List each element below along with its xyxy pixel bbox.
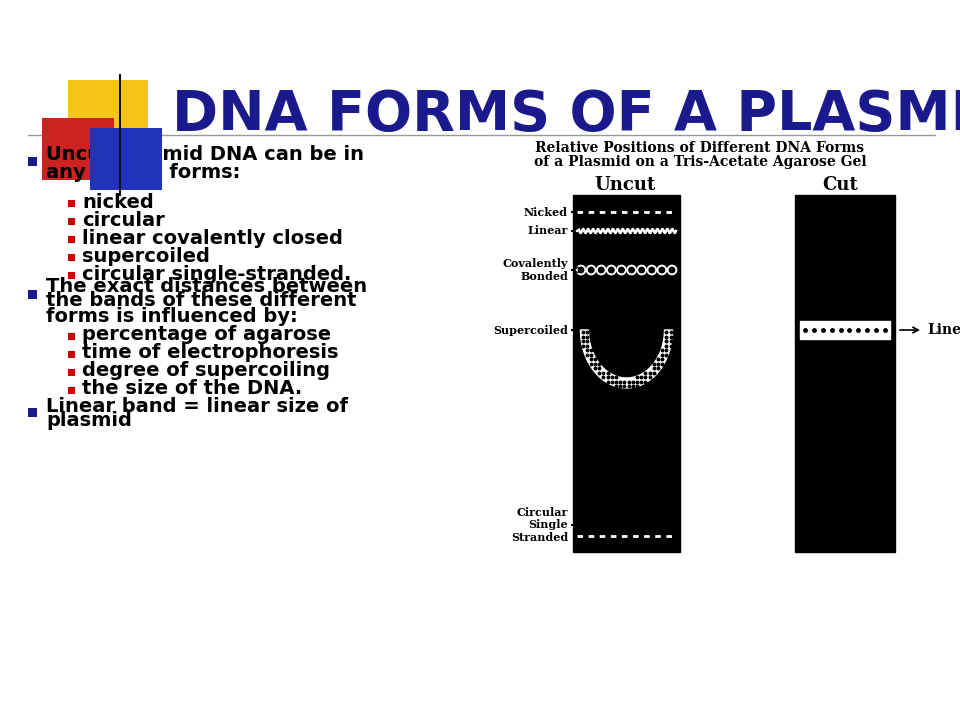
Text: linear covalently closed: linear covalently closed	[82, 228, 343, 248]
Ellipse shape	[587, 266, 595, 274]
Bar	[800, 321, 890, 339]
Bar	[68, 80, 148, 150]
Bar	[68, 351, 75, 358]
Ellipse shape	[617, 266, 626, 274]
Ellipse shape	[647, 266, 657, 274]
Text: time of electrophoresis: time of electrophoresis	[82, 343, 339, 362]
Ellipse shape	[648, 266, 656, 274]
Bar	[42, 118, 114, 180]
Ellipse shape	[667, 266, 677, 274]
Ellipse shape	[627, 266, 636, 274]
Text: Nicked: Nicked	[524, 207, 568, 217]
Ellipse shape	[617, 266, 626, 274]
Ellipse shape	[597, 266, 605, 274]
Text: DNA FORMS OF A PLASMID: DNA FORMS OF A PLASMID	[172, 88, 960, 142]
Text: Supercoiled: Supercoiled	[493, 325, 568, 336]
Ellipse shape	[658, 266, 666, 274]
Ellipse shape	[597, 266, 606, 274]
Bar	[90, 128, 162, 190]
Bar	[68, 235, 75, 243]
Text: Covalently
Bonded: Covalently Bonded	[502, 258, 568, 282]
Bar	[28, 156, 37, 166]
Text: the bands of these different: the bands of these different	[46, 292, 356, 310]
Text: degree of supercoiling: degree of supercoiling	[82, 361, 330, 380]
Text: percentage of agarose: percentage of agarose	[82, 325, 331, 344]
Bar	[68, 369, 75, 376]
Bar	[573, 195, 680, 552]
Ellipse shape	[588, 266, 595, 274]
Text: forms is influenced by:: forms is influenced by:	[46, 307, 298, 325]
Text: circular single-stranded.: circular single-stranded.	[82, 264, 351, 284]
Ellipse shape	[608, 266, 615, 274]
Text: Cut: Cut	[822, 176, 858, 194]
Text: the size of the DNA.: the size of the DNA.	[82, 379, 302, 398]
Bar	[28, 289, 37, 299]
Text: Linear: Linear	[528, 225, 568, 236]
Text: nicked: nicked	[82, 192, 154, 212]
Bar	[68, 333, 75, 340]
Ellipse shape	[628, 266, 636, 274]
Text: Linear: Linear	[927, 323, 960, 337]
Text: plasmid: plasmid	[46, 412, 132, 431]
Text: of a Plasmid on a Tris-Acetate Agarose Gel: of a Plasmid on a Tris-Acetate Agarose G…	[534, 155, 866, 169]
Text: circular: circular	[82, 210, 165, 230]
Bar	[68, 217, 75, 225]
Ellipse shape	[637, 266, 646, 274]
Text: Relative Positions of Different DNA Forms: Relative Positions of Different DNA Form…	[536, 141, 865, 155]
Text: Uncut plasmid DNA can be in: Uncut plasmid DNA can be in	[46, 145, 364, 164]
Bar	[68, 271, 75, 279]
Ellipse shape	[658, 266, 666, 274]
Text: supercoiled: supercoiled	[82, 246, 210, 266]
Bar	[68, 387, 75, 394]
Text: any of five forms:: any of five forms:	[46, 163, 240, 182]
Text: Linear band = linear size of: Linear band = linear size of	[46, 397, 348, 415]
Ellipse shape	[607, 266, 615, 274]
Text: Circular
Single
Stranded: Circular Single Stranded	[511, 507, 568, 544]
Ellipse shape	[668, 266, 676, 274]
Bar	[28, 408, 37, 416]
Polygon shape	[581, 330, 673, 388]
Bar	[795, 195, 895, 552]
Bar	[68, 199, 75, 207]
Ellipse shape	[577, 266, 586, 274]
Text: The exact distances between: The exact distances between	[46, 276, 367, 295]
Bar	[68, 253, 75, 261]
Text: Uncut: Uncut	[594, 176, 656, 194]
Ellipse shape	[637, 266, 646, 274]
Ellipse shape	[577, 266, 585, 274]
